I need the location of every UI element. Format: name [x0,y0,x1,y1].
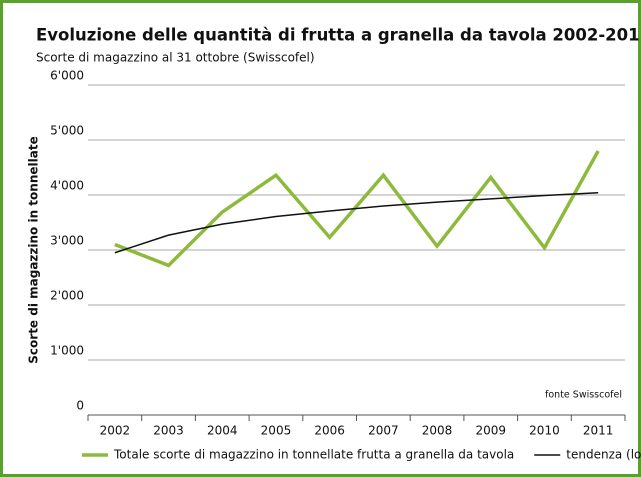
x-tick-label: 2008 [422,424,453,438]
y-tick-label: 3'000 [50,234,84,248]
x-tick-label: 2009 [475,424,506,438]
y-tick-label: 4'000 [50,179,84,193]
x-tick-label: 2010 [529,424,560,438]
y-tick-label: 1'000 [50,344,84,358]
legend-label: Totale scorte di magazzino in tonnellate… [113,448,514,462]
x-tick-label: 2005 [261,424,292,438]
y-tick-label: 6'000 [50,69,84,83]
y-tick-label: 2'000 [50,289,84,303]
x-tick-label: 2011 [583,424,614,438]
y-axis-label: Scorte di magazzino in tonnellate [27,136,41,363]
x-tick-label: 2004 [207,424,238,438]
series-line [114,150,600,268]
chart-subtitle: Scorte di magazzino al 31 ottobre (Swiss… [36,51,315,65]
y-tick-label: 5'000 [50,124,84,138]
y-tick-label: 0 [76,399,84,413]
series-line [114,192,599,254]
annotation: fonte Swisscofel [545,390,622,401]
x-tick-label: 2002 [100,424,131,438]
x-tick-label: 2006 [314,424,345,438]
x-tick-label: 2003 [153,424,184,438]
legend-label: tendenza (log.) [566,448,641,462]
x-tick-label: 2007 [368,424,399,438]
chart-title: Evoluzione delle quantità di frutta a gr… [36,26,641,45]
